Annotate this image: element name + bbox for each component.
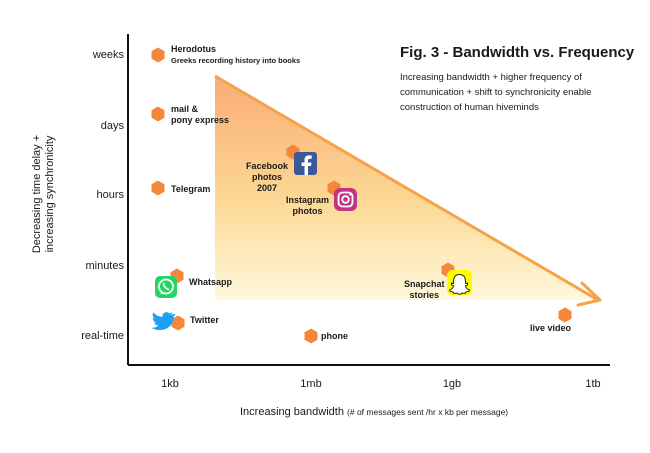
instagram-icon bbox=[334, 188, 357, 211]
point-label-instagram-line2: photos bbox=[292, 206, 323, 216]
y-tick-weeks: weeks bbox=[92, 49, 124, 61]
y-tick-days: days bbox=[100, 120, 124, 132]
x-tick-1kb: 1kb bbox=[161, 378, 179, 390]
point-label-mail: mail & pony express bbox=[171, 104, 229, 126]
x-axis-label-main: Increasing bandwidth bbox=[240, 406, 344, 418]
point-marker-telegram bbox=[151, 180, 165, 196]
point-label-facebook: Facebook photos 2007 bbox=[246, 161, 288, 194]
y-tick-hours: hours bbox=[96, 189, 124, 201]
point-label-herodotus-name: Herodotus bbox=[171, 44, 216, 54]
point-label-facebook-line1: Facebook bbox=[246, 161, 289, 171]
point-label-twitter: Twitter bbox=[190, 315, 219, 325]
point-label-instagram-line1: Instagram bbox=[286, 195, 330, 205]
x-axis-label: Increasing bandwidth (# of messages sent… bbox=[240, 406, 508, 418]
y-axis-label-line1: Decreasing time delay + bbox=[31, 134, 43, 254]
point-label-herodotus-note: Greeks recording history into books bbox=[171, 56, 301, 65]
snapchat-icon bbox=[447, 270, 472, 295]
point-label-facebook-line2: photos bbox=[252, 172, 282, 182]
point-marker-mail bbox=[151, 106, 165, 122]
facebook-icon bbox=[294, 152, 317, 175]
x-tick-1tb: 1tb bbox=[585, 378, 601, 390]
point-label-mail-line1: mail & bbox=[171, 104, 199, 114]
trend-arrow bbox=[214, 74, 599, 302]
point-label-telegram: Telegram bbox=[171, 184, 211, 194]
point-label-herodotus: Herodotus Greeks recording history into … bbox=[171, 44, 300, 66]
trend-arrowhead bbox=[576, 281, 602, 307]
point-marker-phone bbox=[304, 328, 318, 344]
y-tick-real-time: real-time bbox=[81, 330, 124, 342]
point-label-mail-line2: pony express bbox=[171, 115, 230, 125]
point-label-instagram: Instagram photos bbox=[286, 195, 329, 217]
point-label-snapchat-line1: Snapchat bbox=[404, 279, 445, 289]
chart-subtitle: Increasing bandwidth + higher frequency … bbox=[400, 72, 592, 113]
point-label-phone: phone bbox=[321, 331, 348, 341]
chart-title: Fig. 3 - Bandwidth vs. Frequency bbox=[400, 44, 635, 61]
point-label-snapchat-line2: stories bbox=[409, 290, 440, 300]
point-label-snapchat: Snapchat stories bbox=[404, 279, 445, 301]
x-tick-1mb: 1mb bbox=[300, 378, 322, 390]
x-axis-label-note: (# of messages sent /hr x kb per message… bbox=[347, 407, 509, 417]
point-label-whatsapp: Whatsapp bbox=[189, 277, 233, 287]
twitter-icon bbox=[151, 312, 176, 331]
y-axis-label-line2: increasing synchronicity bbox=[44, 135, 56, 253]
point-marker-herodotus bbox=[151, 47, 165, 63]
point-label-facebook-line3: 2007 bbox=[256, 183, 278, 193]
point-marker-live-video bbox=[558, 307, 572, 323]
y-tick-minutes: minutes bbox=[85, 260, 124, 272]
point-marker-twitter bbox=[171, 315, 185, 331]
point-label-live-video: live video bbox=[530, 323, 572, 333]
whatsapp-icon bbox=[155, 276, 177, 298]
x-tick-1gb: 1gb bbox=[442, 378, 462, 390]
